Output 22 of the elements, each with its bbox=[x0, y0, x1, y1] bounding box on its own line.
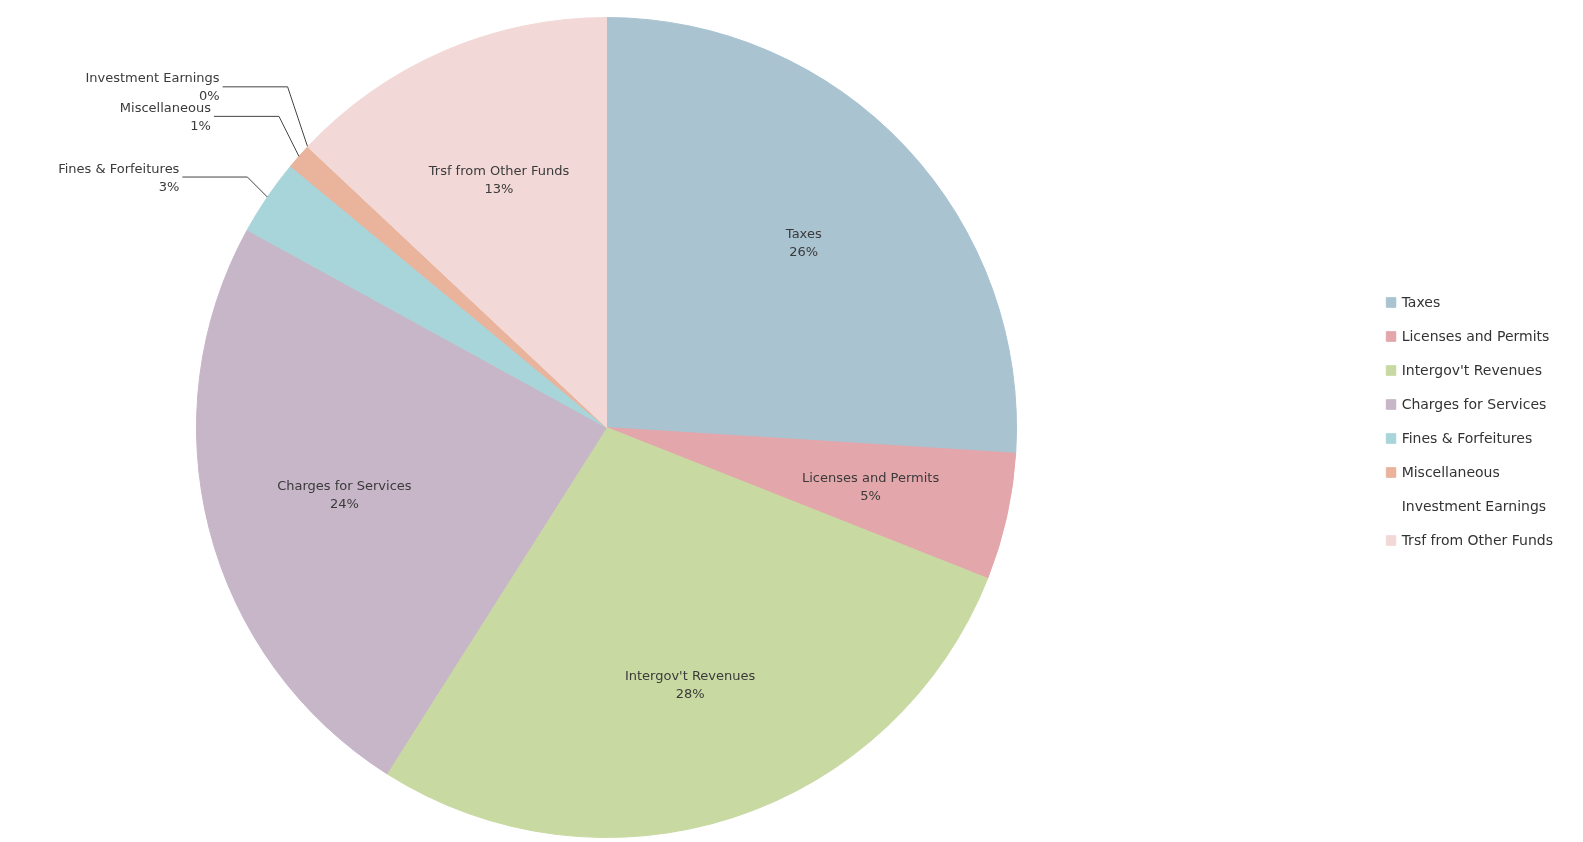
slice-label: Licenses and Permits bbox=[802, 470, 940, 486]
data-label: 28% bbox=[675, 686, 705, 702]
data-label: 3% bbox=[158, 178, 180, 194]
legend-label: Taxes bbox=[1401, 294, 1441, 310]
data-label: 1% bbox=[190, 117, 211, 133]
legend-label: Licenses and Permits bbox=[1401, 328, 1550, 344]
slice-label: Charges for Services bbox=[277, 478, 412, 494]
legend-label: Intergov't Revenues bbox=[1401, 362, 1543, 378]
data-label: 13% bbox=[484, 180, 514, 196]
data-label: 24% bbox=[329, 496, 359, 512]
data-label: 5% bbox=[860, 488, 881, 504]
slice-label: Taxes bbox=[784, 225, 822, 241]
legend-label: Charges for Services bbox=[1401, 396, 1547, 412]
legend-label: Fines & Forfeitures bbox=[1401, 430, 1533, 446]
data-label: 26% bbox=[789, 243, 819, 259]
slice-label: Intergov't Revenues bbox=[624, 668, 756, 684]
legend-label: Trsf from Other Funds bbox=[1401, 532, 1553, 548]
category-label: Investment Earnings bbox=[85, 70, 220, 86]
category-label: Investment Earnings bbox=[1401, 498, 1547, 514]
slice-label: Fines & Forfeitures bbox=[58, 160, 180, 176]
slice-label: Trsf from Other Funds bbox=[427, 162, 570, 178]
legend-label: Miscellaneous bbox=[1401, 464, 1500, 480]
